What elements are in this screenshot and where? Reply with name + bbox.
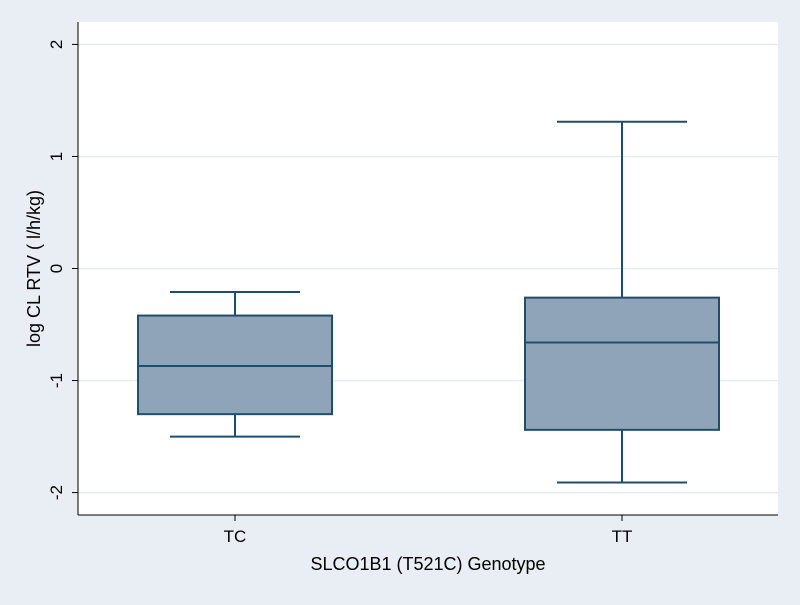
iqr-box: [524, 296, 720, 431]
y-tick-label: 1: [47, 152, 66, 161]
x-tick-label: TC: [224, 527, 247, 546]
y-tick-label: -1: [47, 373, 66, 388]
box-group-tc: [137, 291, 333, 438]
iqr-box: [137, 314, 333, 416]
box-series: [137, 120, 720, 484]
y-tick-label: 0: [47, 264, 66, 273]
y-tick-label: 2: [47, 40, 66, 49]
box-group-tt: [524, 120, 720, 484]
x-axis-label: SLCO1B1 (T521C) Genotype: [310, 554, 545, 574]
y-axis-label: log CL RTV ( l/h/kg): [24, 190, 44, 347]
y-ticks: -2 -1 0 1 2: [47, 40, 78, 500]
x-tick-label: TT: [612, 527, 633, 546]
x-ticks: TC TT: [224, 515, 633, 546]
y-tick-label: -2: [47, 485, 66, 500]
